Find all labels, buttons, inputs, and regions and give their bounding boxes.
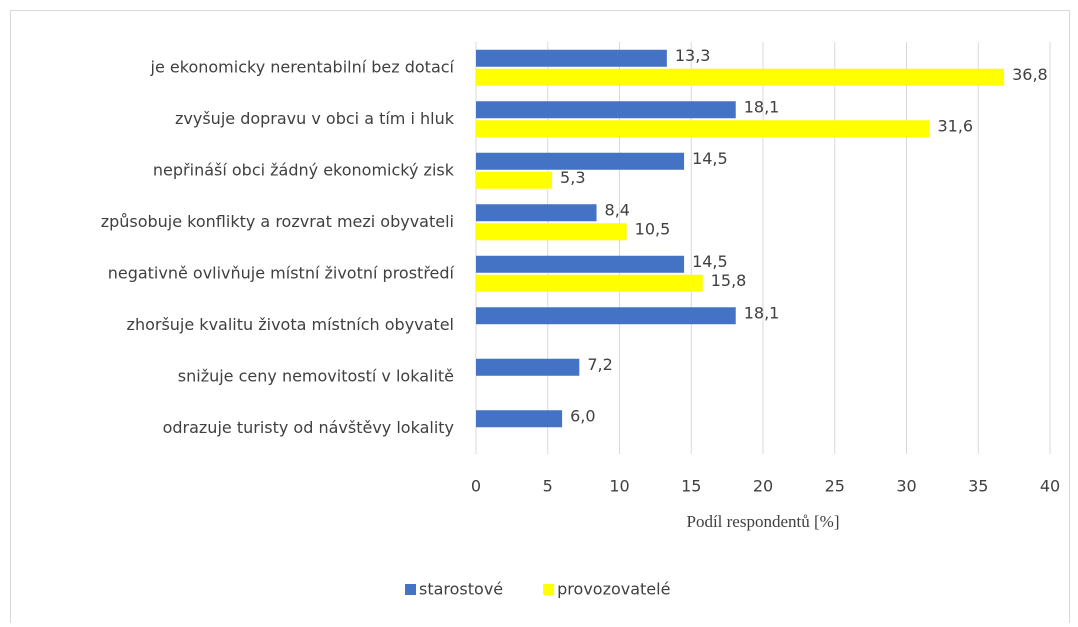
x-tick-label: 30 (896, 477, 916, 496)
bar (476, 171, 553, 189)
data-label: 8,4 (605, 200, 630, 219)
y-tick-label: způsobuje konflikty a rozvrat mezi obyva… (101, 212, 454, 231)
data-label: 18,1 (744, 303, 780, 322)
y-tick-label: zhoršuje kvalitu života místních obyvate… (127, 315, 454, 334)
y-tick-label: je ekonomicky nerentabilní bez dotací (150, 57, 455, 76)
x-tick-label: 40 (1040, 477, 1060, 496)
x-tick-label: 25 (825, 477, 845, 496)
bar (476, 274, 703, 292)
bar (476, 223, 627, 241)
x-tick-label: 0 (471, 477, 481, 496)
data-label: 18,1 (744, 97, 780, 116)
legend-swatch (543, 584, 555, 595)
data-label: 5,3 (560, 168, 585, 187)
x-axis-label: Podíl respondentů [%] (687, 512, 840, 531)
bar (476, 410, 563, 428)
data-label: 10,5 (635, 219, 671, 238)
data-label: 6,0 (570, 406, 595, 425)
legend-label: provozovatelé (557, 580, 670, 599)
y-tick-label: snižuje ceny nemovitostí v lokalitě (178, 366, 454, 385)
x-tick-label: 5 (543, 477, 553, 496)
bar (476, 49, 667, 67)
x-tick-label: 20 (753, 477, 773, 496)
x-tick-label: 35 (968, 477, 988, 496)
legend-label: starostové (419, 580, 503, 599)
data-label: 14,5 (692, 252, 728, 271)
bar (476, 101, 736, 119)
data-label: 15,8 (711, 271, 747, 290)
bar (476, 120, 930, 138)
x-tick-label: 15 (681, 477, 701, 496)
y-tick-label: nepřináší obci žádný ekonomický zisk (153, 160, 455, 179)
bar (476, 68, 1005, 86)
bar (476, 152, 685, 170)
data-label: 36,8 (1012, 65, 1048, 84)
bar (476, 307, 736, 325)
data-label: 14,5 (692, 149, 728, 168)
bar (476, 204, 597, 222)
bar (476, 358, 580, 376)
legend-swatch (405, 584, 416, 595)
y-tick-label: zvyšuje dopravu v obci a tím i hluk (175, 109, 455, 128)
data-label: 13,3 (675, 46, 711, 65)
data-label: 7,2 (587, 355, 612, 374)
y-tick-label: odrazuje turisty od návštěvy lokality (163, 418, 454, 437)
data-label: 31,6 (937, 116, 973, 135)
chart-border (10, 10, 1070, 627)
y-tick-label: negativně ovlivňuje místní životní prost… (108, 263, 455, 282)
x-tick-label: 10 (609, 477, 629, 496)
bar (476, 255, 685, 273)
